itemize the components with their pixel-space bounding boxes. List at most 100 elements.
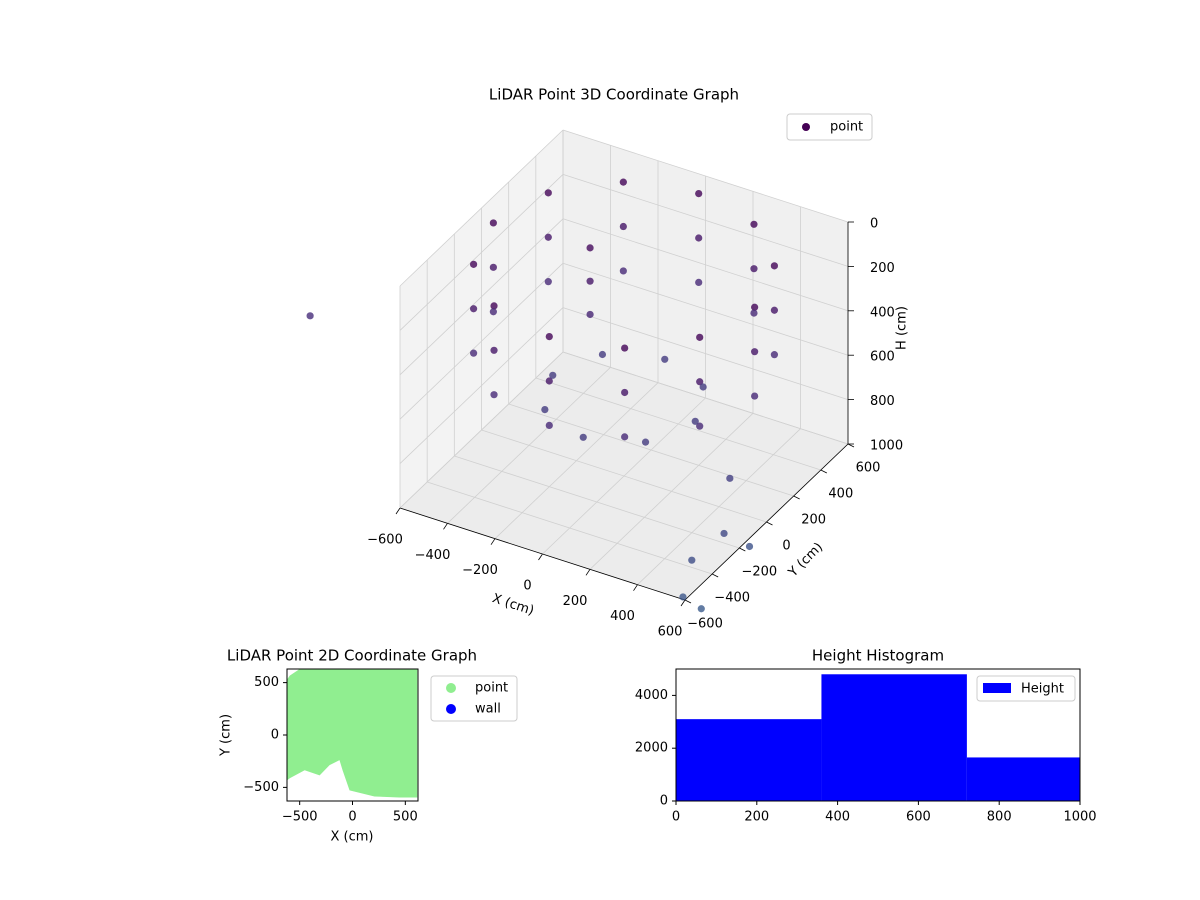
point [544, 189, 552, 197]
z-axis-label: H (cm) [895, 306, 910, 350]
bar [676, 719, 822, 801]
point [691, 417, 699, 425]
y-tick-label: 4000 [635, 688, 668, 703]
tick-mark [395, 507, 401, 515]
point [745, 542, 754, 551]
point [770, 306, 779, 314]
legend-label: wall [475, 702, 501, 717]
point [544, 233, 552, 241]
x-tick-label: 800 [987, 810, 1012, 825]
point [661, 355, 669, 363]
point [544, 278, 552, 286]
chart-title: LiDAR Point 3D Coordinate Graph [489, 86, 739, 104]
x-tick-label: −500 [282, 810, 318, 825]
point [750, 265, 758, 273]
z-tick-label: 0 [870, 217, 878, 232]
grid-line [562, 262, 849, 356]
legend-label: point [830, 120, 863, 135]
grid-line [562, 351, 849, 445]
grid-line [399, 174, 564, 331]
point [621, 344, 629, 352]
y-tick-label: −600 [687, 617, 723, 632]
legend-label: point [475, 681, 508, 696]
point [586, 277, 594, 285]
y-axis-line [684, 443, 849, 601]
point [619, 222, 627, 231]
point [545, 377, 553, 385]
grid-line [399, 351, 564, 509]
x-tick-label: 200 [744, 810, 769, 825]
z-tick-label: 200 [870, 261, 895, 276]
y-tick-label: 0 [271, 728, 279, 743]
point [545, 333, 553, 341]
bar [821, 674, 967, 801]
tick-mark [585, 569, 591, 576]
x-tick-label: −200 [462, 563, 498, 578]
grid-line [399, 218, 564, 376]
grid-line [562, 129, 849, 223]
point [679, 593, 687, 601]
x-tick-label: −400 [415, 548, 451, 563]
chart-title: Height Histogram [812, 647, 944, 665]
point [306, 312, 314, 320]
x-axis-label: X (cm) [331, 830, 374, 845]
y-axis-label: Y (cm) [219, 714, 234, 757]
tick-mark [820, 469, 828, 474]
x-tick-label: 1000 [1063, 810, 1096, 825]
chart-title: LiDAR Point 2D Coordinate Graph [227, 647, 477, 665]
point [695, 190, 703, 198]
y-tick-label: 0 [782, 539, 790, 554]
point [490, 302, 498, 310]
point [726, 474, 734, 482]
tick-mark [684, 599, 692, 604]
x-tick-label: 500 [393, 810, 418, 825]
point [619, 178, 627, 186]
point [490, 391, 498, 399]
tick-mark [711, 573, 719, 578]
point [751, 348, 759, 356]
point [688, 556, 696, 564]
point [621, 388, 629, 397]
tick-mark [538, 553, 543, 561]
grid-line [481, 429, 767, 523]
point [697, 605, 705, 613]
point [641, 438, 650, 446]
grid-line [454, 455, 740, 549]
tick-mark [443, 523, 448, 530]
tick-mark [633, 584, 638, 591]
z-tick-label: 1000 [870, 439, 903, 454]
point [469, 305, 478, 313]
y-tick-label: 2000 [635, 741, 668, 756]
point [489, 308, 497, 316]
y-tick-label: 0 [660, 794, 668, 809]
grid-line [427, 481, 713, 575]
x-tick-label: 0 [672, 810, 680, 825]
axes-frame [675, 668, 1081, 802]
point [469, 260, 478, 268]
z-tick-label: 400 [870, 305, 895, 320]
y-tick-label: −500 [243, 780, 279, 795]
point [598, 350, 607, 359]
legend-box [976, 675, 1076, 702]
grid-line [562, 218, 849, 312]
legend-label: Height [1021, 682, 1064, 697]
x-tick-label: 200 [563, 594, 588, 609]
x-tick-label: 0 [348, 810, 356, 825]
grid-line [562, 174, 849, 267]
point [751, 303, 759, 311]
x-tick-label: −600 [367, 533, 403, 548]
tick-mark [490, 538, 496, 545]
grid-line [399, 129, 564, 287]
point [696, 333, 704, 341]
point [750, 220, 758, 228]
y-axis-label: Y (cm) [785, 540, 826, 581]
x-tick-label: 600 [906, 810, 931, 825]
point [770, 351, 779, 359]
x-tick-label: 0 [523, 579, 531, 594]
point [695, 278, 703, 286]
point-area [287, 669, 418, 798]
y-tick-label: −400 [714, 591, 750, 606]
grid-line [535, 377, 821, 471]
tick-mark [793, 495, 800, 500]
